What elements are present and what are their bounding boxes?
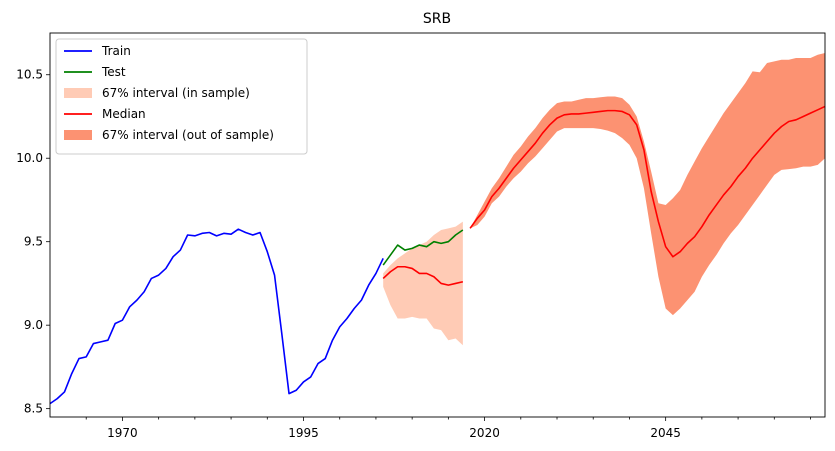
band-67-interval-in-sample [383,221,463,346]
y-tick-label: 8.5 [24,402,43,416]
y-tick-label: 10.0 [16,151,43,165]
x-tick-label: 1995 [288,426,319,440]
legend-label-train: Train [101,44,131,58]
x-tick-label: 1970 [107,426,138,440]
chart-title: SRB [423,11,451,27]
legend-swatch-67-interval-in-sample [64,88,92,98]
line-median [382,265,464,286]
line-median [469,105,826,258]
legend-box [55,38,308,155]
x-axis: 1970 1995 2020 2045 [85,417,811,440]
x-tick-label: 2045 [650,426,681,440]
y-axis: 8.5 9.0 9.5 10.0 10.5 [16,68,50,416]
legend-label-67-interval-in-sample: 67% interval (in sample) [102,86,250,100]
legend-label-test: Test [101,65,126,79]
y-tick-label: 9.5 [24,235,43,249]
line-test [382,229,464,266]
plot-area [49,32,826,418]
y-tick-label: 9.0 [24,318,43,332]
legend-label-67-interval-out-of-sample: 67% interval (out of sample) [102,128,274,142]
legend-label-median: Median [102,107,146,121]
band-67-interval-out-of-sample [470,53,825,316]
legend-swatch-67-interval-out-of-sample [64,130,92,140]
x-tick-label: 2020 [469,426,500,440]
y-tick-label: 10.5 [16,68,43,82]
plot-frame [49,32,826,418]
line-train [49,228,384,405]
legend: Train Test 67% interval (in sample) Median 6… [55,38,308,155]
